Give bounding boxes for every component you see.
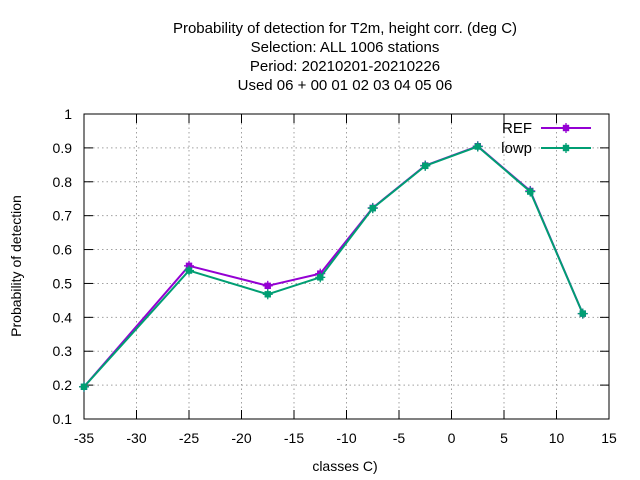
x-tick-label: -5 [393,430,406,446]
y-tick-label: 0.3 [53,343,73,359]
data-point-lowp [262,289,273,300]
title-line-2: Selection: ALL 1006 stations [251,39,440,56]
x-tick-label: -20 [231,430,251,446]
x-tick-label: 15 [601,430,617,446]
x-tick-label: -10 [336,430,356,446]
y-tick-label: 0.8 [53,174,73,190]
x-tick-label: -30 [126,430,146,446]
x-axis-label: classes C) [312,458,377,474]
legend-item-lowp: lowp [501,140,591,157]
legend-label-ref: REF [502,120,532,137]
legend-label-lowp: lowp [501,140,532,157]
chart-title: Probability of detection for T2m, height… [173,20,517,94]
legend: REF lowp [501,120,591,157]
x-tick-label: 5 [500,430,508,446]
y-tick-label: 0.5 [53,275,73,291]
title-line-3: Period: 20210201-20210226 [250,58,440,75]
y-tick-label: 0.2 [53,377,73,393]
y-tick-label: 0.9 [53,140,73,156]
data-point-lowp [577,308,588,319]
series-ref [79,141,588,392]
title-line-4: Used 06 + 00 01 02 03 04 05 06 [238,77,453,94]
data-point-ref [262,280,273,291]
data-point-lowp [472,141,483,152]
data-point-lowp [315,272,326,283]
legend-marker-ref [561,123,571,133]
series-line-ref [83,145,584,388]
series-lowp [79,141,588,392]
data-point-lowp [184,265,194,276]
data-point-lowp [79,381,89,392]
y-tick-label: 0.6 [53,242,73,258]
x-tick-label: -35 [74,430,94,446]
x-tick-label: 10 [549,430,565,446]
title-line-1: Probability of detection for T2m, height… [173,20,517,37]
legend-marker-lowp [561,143,571,153]
x-tick-label: -15 [284,430,304,446]
x-tick-label: 0 [448,430,456,446]
y-tick-label: 0.7 [53,208,73,224]
data-point-lowp [525,186,536,197]
axis-ticks: -35 -30 -25 -20 -15 -10 -5 0 5 10 15 0.1 0.2 0.3 0.4 0.… [53,106,617,446]
data-point-lowp [420,160,431,171]
y-tick-label: 1 [64,106,72,122]
x-tick-label: -25 [179,430,199,446]
y-tick-label: 0.1 [53,411,73,427]
y-tick-label: 0.4 [53,309,73,325]
legend-item-ref: REF [502,120,591,137]
series-layer [79,141,588,392]
grid [84,114,609,419]
y-axis-label: Probability of detection [8,195,24,337]
data-point-lowp [367,203,378,214]
